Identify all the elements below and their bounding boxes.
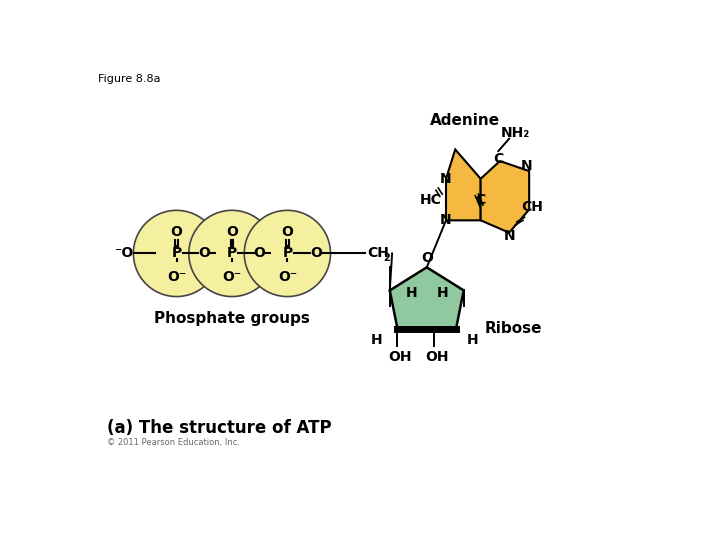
Text: O: O — [420, 251, 433, 265]
Text: © 2011 Pearson Education, Inc.: © 2011 Pearson Education, Inc. — [107, 437, 240, 447]
Text: O: O — [311, 246, 323, 260]
Text: Figure 8.8a: Figure 8.8a — [98, 74, 161, 84]
Text: Ribose: Ribose — [485, 321, 542, 336]
Circle shape — [244, 210, 330, 296]
Text: O⁻: O⁻ — [278, 269, 297, 284]
Text: Phosphate groups: Phosphate groups — [154, 312, 310, 326]
Text: O⁻: O⁻ — [222, 269, 242, 284]
Text: N: N — [440, 213, 452, 227]
Text: O⁻: O⁻ — [167, 269, 186, 284]
Text: C: C — [475, 193, 486, 206]
Polygon shape — [390, 267, 464, 329]
Circle shape — [133, 210, 220, 296]
Text: O: O — [226, 225, 238, 239]
Text: N: N — [521, 159, 533, 173]
Text: OH: OH — [425, 349, 449, 363]
Text: N: N — [440, 172, 452, 186]
Text: O: O — [282, 225, 293, 239]
Text: N: N — [503, 229, 515, 243]
Text: CH: CH — [521, 200, 543, 214]
Text: P: P — [282, 246, 292, 260]
Text: C: C — [493, 152, 503, 166]
Text: O: O — [198, 246, 210, 260]
Text: O: O — [171, 225, 182, 239]
Text: HC: HC — [420, 193, 441, 206]
Text: NH₂: NH₂ — [500, 126, 530, 139]
Text: P: P — [171, 246, 181, 260]
Text: O: O — [253, 246, 266, 260]
Text: 2: 2 — [383, 253, 390, 263]
Text: ⁻O: ⁻O — [114, 246, 134, 260]
Polygon shape — [446, 150, 481, 220]
Polygon shape — [481, 161, 529, 233]
Text: (a) The structure of ATP: (a) The structure of ATP — [107, 419, 332, 437]
Text: H: H — [467, 333, 479, 347]
Text: OH: OH — [388, 349, 412, 363]
Text: H: H — [436, 287, 448, 300]
Text: P: P — [227, 246, 237, 260]
Text: H: H — [405, 287, 417, 300]
Text: H: H — [371, 333, 382, 347]
Text: CH: CH — [367, 246, 390, 260]
Circle shape — [189, 210, 275, 296]
Text: Adenine: Adenine — [430, 113, 500, 128]
